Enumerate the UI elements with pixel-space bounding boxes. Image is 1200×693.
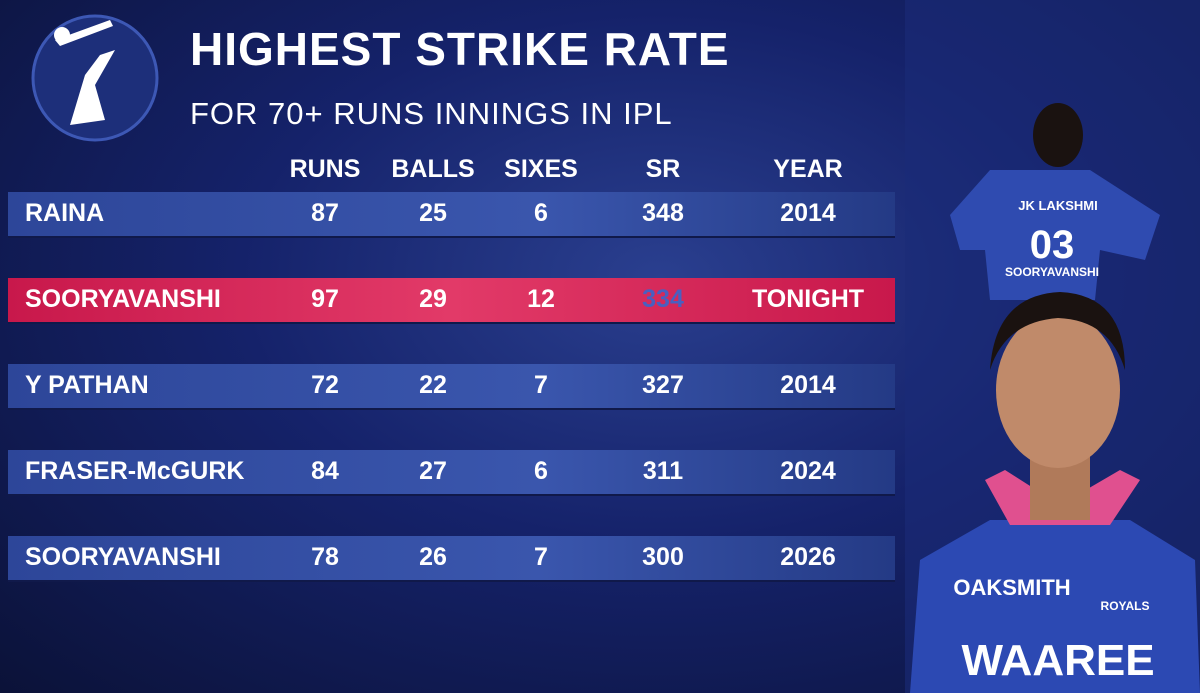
column-header: SIXES [504, 155, 578, 183]
column-header: SR [645, 155, 681, 183]
collar [985, 470, 1140, 525]
player-face [996, 312, 1120, 468]
cell: 26 [419, 543, 447, 571]
back-number: 03 [1030, 223, 1075, 267]
player-name: Y PATHAN [25, 371, 149, 399]
cell: 334 [642, 285, 684, 313]
cell: 7 [534, 543, 548, 571]
column-header: BALLS [391, 155, 475, 183]
subtitle: FOR 70+ RUNS INNINGS IN IPL [190, 96, 673, 131]
logo-bat [55, 20, 113, 46]
player-hair [990, 292, 1125, 370]
row-band [8, 364, 895, 410]
title: HIGHEST STRIKE RATE [190, 23, 730, 75]
cell: 2014 [780, 371, 836, 399]
back-sponsor: JK LAKSHMI [1018, 198, 1097, 213]
chest-sponsor: OAKSMITH [953, 575, 1070, 600]
row-band [8, 192, 895, 238]
cell: 311 [642, 457, 684, 485]
highlight-row [8, 278, 895, 324]
jersey-back [950, 170, 1160, 300]
row-band [8, 450, 895, 496]
column-header: YEAR [773, 155, 843, 183]
cell: 29 [419, 285, 447, 313]
cell: 2024 [780, 457, 836, 485]
cell: 300 [642, 543, 684, 571]
cell: 7 [534, 371, 548, 399]
player-name: RAINA [25, 199, 105, 227]
cell: 327 [642, 371, 684, 399]
cell: 72 [311, 371, 339, 399]
cell: 6 [534, 457, 548, 485]
front-sponsor: WAAREE [961, 636, 1154, 685]
cell: 12 [527, 285, 555, 313]
cell: 2026 [780, 543, 836, 571]
cell: 84 [311, 457, 339, 485]
cell: 22 [419, 371, 447, 399]
cell: 2014 [780, 199, 836, 227]
logo-batter [70, 50, 115, 125]
cell: 97 [311, 285, 339, 313]
team-name: ROYALS [1101, 599, 1150, 613]
back-name: SOORYAVANSHI [1005, 265, 1099, 279]
jersey-front [910, 520, 1200, 693]
player-name: SOORYAVANSHI [25, 543, 221, 571]
cell: 87 [311, 199, 339, 227]
cell: TONIGHT [751, 285, 865, 313]
player-head-back [1033, 103, 1083, 167]
cell: 348 [642, 199, 684, 227]
row-band [8, 536, 895, 582]
cell: 6 [534, 199, 548, 227]
player-name: SOORYAVANSHI [25, 285, 221, 313]
cell: 25 [419, 199, 447, 227]
column-header: RUNS [289, 155, 361, 183]
player-name: FRASER-McGURK [25, 457, 245, 485]
cell: 78 [311, 543, 339, 571]
cell: 27 [419, 457, 447, 485]
